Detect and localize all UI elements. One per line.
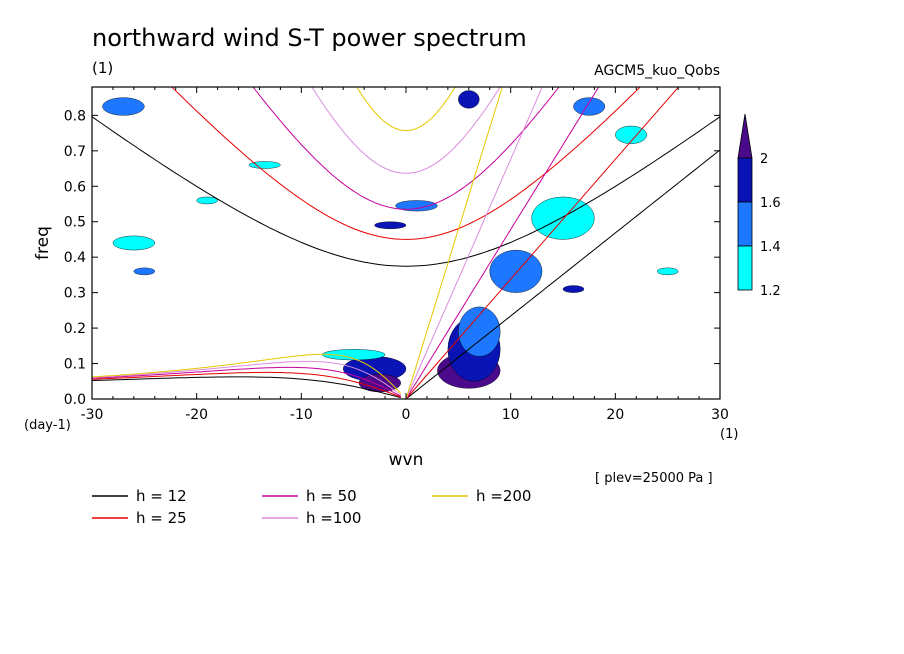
y-axis-label: freq [33,226,53,260]
power-region [133,267,156,276]
dispersion-curve [92,376,401,399]
legend-label: h = 25 [136,509,187,527]
power-region [657,267,679,276]
title-unit: (1) [92,59,113,77]
colorbar-swatch [737,157,753,203]
colorbar-label: 1.4 [760,240,781,255]
y-tick-label: 0.1 [64,357,86,373]
power-region [562,285,585,293]
y-tick-label: 0.4 [64,250,86,266]
dispersion-curve [405,149,720,399]
power-region [458,90,480,109]
x-tick-label: -30 [81,407,104,423]
dispersion-curve [92,371,401,398]
experiment-name: AGCM5_kuo_Qobs [594,63,720,79]
dispersion-curve [92,116,720,267]
x-axis-label: wvn [389,450,424,470]
dispersion-curve [405,87,600,399]
power-region [102,97,145,116]
y-tick-label: 0.7 [64,144,86,160]
dispersion-curve [92,353,402,394]
legend-label: h = 50 [306,487,357,505]
power-region [112,235,155,251]
power-region [458,306,501,357]
x-tick-label: 0 [402,407,411,423]
power-region [531,196,595,240]
axis-ticks: -30 -20 -10 0 10 20 30 0.0 0.1 0.2 0.3 0.4 0.5 0.6 0.7… [64,87,729,423]
level-note: [ plev=25000 Pa ] [595,471,713,486]
y-tick-label: 0.8 [64,108,86,124]
dispersion-curve [405,87,503,399]
dispersion-curves [92,87,720,399]
x-tick-label: -10 [290,407,313,423]
dispersion-curve [171,87,641,240]
colorbar-swatch [737,201,753,247]
legend-label: h =100 [306,509,361,527]
legend-label: h =200 [476,487,531,505]
colorbar-cap [737,113,753,159]
power-region [395,200,438,212]
power-region [248,161,281,169]
plot-area: -30 -20 -10 0 10 20 30 0.0 0.1 0.2 0.3 0.4 0.5 0.6 0.7… [64,86,729,423]
x-tick-label: 30 [711,407,729,423]
x-tick-label: -20 [185,407,208,423]
y-tick-label: 0.6 [64,179,86,195]
power-region [196,196,218,205]
x-axis-unit: (1) [720,427,738,442]
dispersion-curve [405,87,543,399]
x-tick-label: 10 [502,407,520,423]
legend-label: h = 12 [136,487,187,505]
colorbar-label: 1.6 [760,196,781,211]
y-tick-label: 0.5 [64,215,86,231]
power-regions [102,90,679,393]
power-region [374,221,407,230]
y-tick-label: 0.2 [64,321,86,337]
dispersion-curve [92,366,402,397]
dispersion-curve [252,87,560,210]
colorbar: 1.2 1.4 1.6 2 [737,113,781,299]
dispersion-curve [356,87,456,132]
chart-title: northward wind S-T power spectrum [92,24,527,52]
colorbar-label: 2 [760,152,768,167]
colorbar-label: 1.2 [760,284,781,299]
y-tick-label: 0.0 [64,392,86,408]
dispersion-curve [92,360,402,396]
dispersion-curve [311,87,501,174]
colorbar-swatch [737,245,753,291]
power-region [573,97,606,116]
y-tick-label: 0.3 [64,286,86,302]
power-region [489,249,543,293]
power-region [615,125,647,144]
curve-legend: h = 12 h = 25 h = 50 h =100 h =200 [92,487,531,527]
y-axis-unit: (day-1) [24,418,71,433]
x-tick-label: 20 [606,407,624,423]
dispersion-curve [405,87,680,399]
